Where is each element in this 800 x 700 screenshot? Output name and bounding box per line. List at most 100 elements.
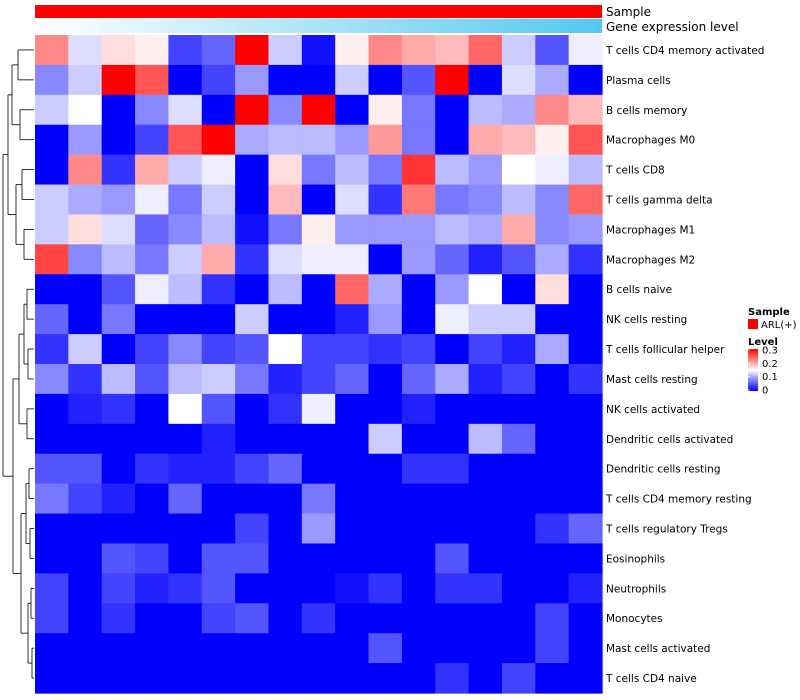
heatmap-cell: [335, 64, 370, 96]
heatmap-cell: [501, 154, 536, 186]
legend-sample-title: Sample: [748, 307, 790, 318]
heatmap-cell: [401, 364, 436, 395]
heatmap-cell: [35, 334, 69, 365]
heatmap-cell: [201, 364, 236, 395]
heatmap-cell: [68, 124, 103, 156]
heatmap-cell: [568, 154, 603, 186]
heatmap-cell: [401, 543, 436, 574]
heatmap-cell: [401, 35, 436, 66]
heatmap-cell: [201, 244, 236, 275]
row-label: T cells gamma delta: [605, 195, 713, 207]
heatmap-cell: [135, 483, 170, 515]
heatmap-cell: [368, 603, 403, 634]
heatmap-cell: [335, 334, 370, 365]
heatmap-cell: [568, 244, 603, 275]
heatmap-cell: [268, 453, 303, 485]
heatmap-cell: [468, 64, 503, 96]
heatmap-cell: [201, 393, 236, 425]
heatmap-cell: [401, 483, 436, 515]
heatmap-cell: [568, 603, 603, 634]
heatmap-cell: [335, 393, 370, 425]
heatmap-cell: [101, 603, 136, 634]
heatmap-cell: [501, 543, 536, 574]
heatmap-cell: [501, 184, 536, 216]
heatmap-cell: [435, 453, 470, 485]
heatmap-cell: [535, 543, 570, 574]
heatmap-cell: [501, 393, 536, 425]
heatmap-cell: [368, 304, 403, 335]
legend: Sample ARL(+) Level 0.3 0.2 0.1 0: [748, 307, 797, 397]
heatmap-cell: [435, 603, 470, 634]
heatmap-cell: [168, 244, 203, 275]
heatmap-cell: [168, 154, 203, 186]
heatmap-cell: [235, 35, 270, 66]
heatmap-cell: [435, 244, 470, 275]
heatmap-cell: [368, 274, 403, 305]
heatmap-cell: [301, 393, 336, 425]
heatmap-cell: [268, 483, 303, 515]
heatmap-cell: [535, 214, 570, 245]
heatmap-cell: [201, 483, 236, 515]
heatmap-cell: [68, 663, 103, 694]
heatmap-cell: [35, 393, 69, 425]
heatmap-cell: [201, 274, 236, 305]
heatmap-cell: [301, 573, 336, 604]
heatmap-cell: [568, 393, 603, 425]
row-label: NK cells resting: [606, 314, 687, 326]
heatmap-cell: [135, 603, 170, 634]
heatmap-cell: [568, 513, 603, 545]
heatmap-cell: [568, 483, 603, 515]
heatmap-cell: [535, 663, 570, 694]
heatmap-cell: [201, 184, 236, 216]
heatmap-cell: [68, 184, 103, 216]
heatmap-cell: [201, 573, 236, 604]
heatmap-cell: [435, 304, 470, 335]
heatmap-cell: [501, 364, 536, 395]
heatmap-cell: [501, 244, 536, 275]
heatmap-cell: [501, 334, 536, 365]
heatmap-cell: [368, 334, 403, 365]
heatmap-cell: [335, 543, 370, 574]
heatmap-cell: [501, 423, 536, 455]
heatmap-cell: [101, 154, 136, 186]
heatmap-cell: [501, 513, 536, 545]
heatmap-cell: [235, 364, 270, 395]
heatmap-cell: [468, 483, 503, 515]
heatmap-cell: [368, 573, 403, 604]
heatmap-cell: [401, 244, 436, 275]
heatmap-cell: [368, 483, 403, 515]
heatmap-cell: [401, 94, 436, 126]
heatmap-cell: [201, 633, 236, 664]
heatmap-cell: [68, 154, 103, 186]
heatmap-cell: [35, 214, 69, 245]
heatmap-cell: [168, 543, 203, 574]
row-label: T cells regulatory Tregs: [605, 524, 728, 536]
heatmap-cell: [368, 94, 403, 126]
heatmap-cell: [68, 244, 103, 275]
row-label: Macrophages M0: [606, 135, 695, 147]
heatmap-cell: [535, 334, 570, 365]
heatmap-cell: [335, 663, 370, 694]
heatmap-cell: [501, 124, 536, 156]
heatmap-cell: [301, 274, 336, 305]
heatmap-cell: [568, 423, 603, 455]
heatmap-cell: [435, 214, 470, 245]
heatmap-cell: [35, 364, 69, 395]
heatmap-cell: [368, 244, 403, 275]
heatmap-cell: [401, 633, 436, 664]
heatmap-cell: [301, 543, 336, 574]
heatmap-cell: [35, 453, 69, 485]
heatmap-cell: [568, 124, 603, 156]
heatmap-cells: [35, 35, 603, 694]
heatmap-cell: [268, 244, 303, 275]
heatmap-cell: [468, 334, 503, 365]
heatmap-cell: [501, 453, 536, 485]
heatmap-cell: [168, 633, 203, 664]
heatmap-cell: [401, 453, 436, 485]
heatmap-cell: [101, 94, 136, 126]
heatmap-cell: [268, 94, 303, 126]
heatmap-cell: [368, 663, 403, 694]
heatmap-cell: [68, 64, 103, 96]
heatmap-cell: [501, 304, 536, 335]
heatmap-cell: [68, 274, 103, 305]
